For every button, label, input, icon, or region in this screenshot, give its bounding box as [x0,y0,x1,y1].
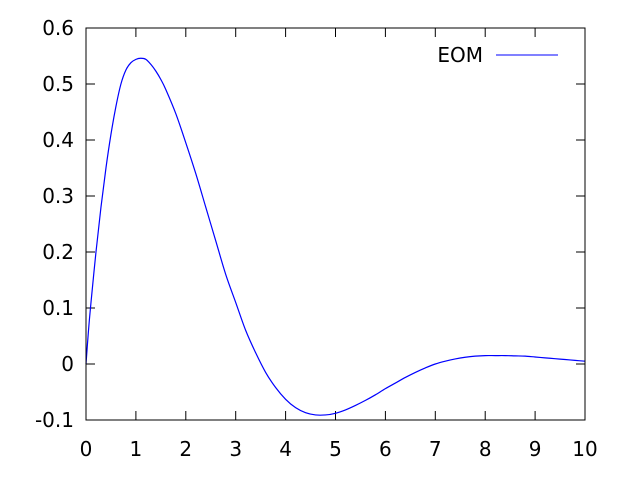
y-tick-label: 0.1 [42,296,74,320]
series-line-eom [85,57,586,416]
series-layer [85,57,586,416]
y-tick-label: 0.5 [42,72,74,96]
y-tick-label: 0.4 [42,128,74,152]
y-tick-label: -0.1 [35,408,74,432]
legend-label: EOM [437,43,483,67]
plot-frame [85,27,586,421]
x-tick-label: 1 [130,437,143,461]
x-tick-label: 7 [429,437,442,461]
y-tick-label: 0 [61,352,74,376]
x-tick-label: 6 [379,437,392,461]
x-tick-label: 5 [329,437,342,461]
ticks-layer: 0 1 2 3 4 5 6 7 8 9 10-0.100.10.20.30.40.50.6 [35,16,598,461]
x-tick-label: 10 [572,437,597,461]
x-tick-label: 9 [529,437,542,461]
x-tick-label: 4 [279,437,292,461]
legend: EOM [437,43,558,67]
x-tick-label: 0 [80,437,93,461]
x-tick-label: 2 [179,437,192,461]
y-tick-label: 0.3 [42,184,74,208]
y-tick-label: 0.6 [42,16,74,40]
x-tick-label: 8 [479,437,492,461]
y-tick-label: 0.2 [42,240,74,264]
x-tick-label: 3 [229,437,242,461]
